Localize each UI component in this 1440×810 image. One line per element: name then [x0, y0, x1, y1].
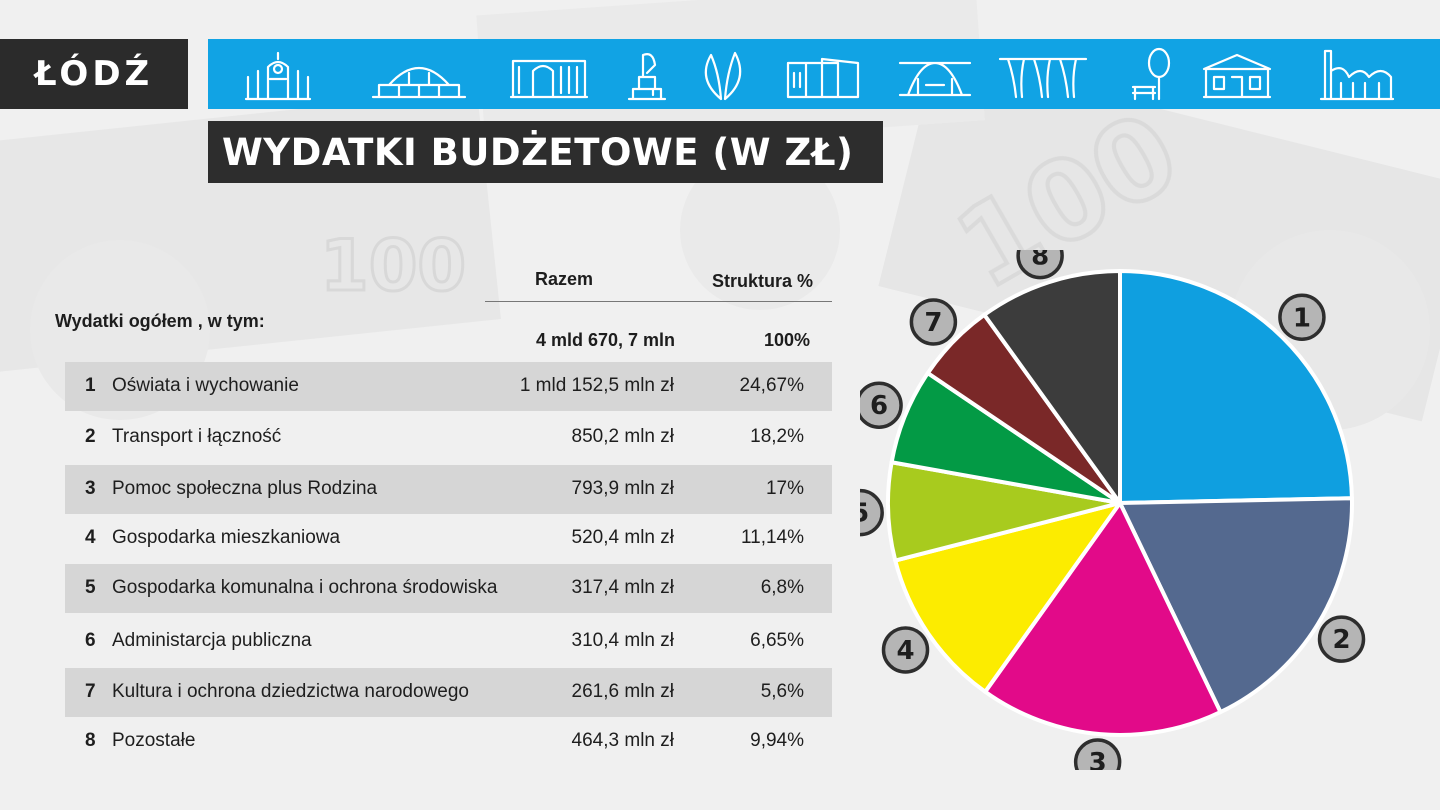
table-row: 5 Gospodarka komunalna i ochrona środowi…: [65, 564, 832, 613]
pie-label-circle: [1317, 615, 1366, 663]
title-banner: WYDATKI BUDŻETOWE (W ZŁ): [208, 121, 883, 183]
pie-label-marker-3: 3: [1073, 738, 1122, 770]
row-number: 1: [85, 375, 96, 396]
gallery-building-icon: [786, 57, 860, 99]
theater-building-icon: [1202, 53, 1272, 99]
pie-label-text: 3: [1089, 748, 1107, 770]
pie-label-text: 8: [1031, 250, 1049, 272]
row-percent: 24,67%: [739, 375, 804, 396]
pie-label-marker-2: 2: [1317, 615, 1366, 663]
pie-label-text: 6: [870, 391, 888, 421]
pie-label-circle: [860, 488, 884, 537]
market-hall-icon: [244, 51, 312, 101]
leaf-sculpture-icon: [704, 51, 742, 101]
row-number: 8: [85, 730, 96, 751]
row-amount: 464,3 mln zł: [571, 730, 674, 751]
pie-label-circle: [881, 626, 930, 674]
pie-label-circle: [909, 298, 958, 346]
lodz-logo[interactable]: ŁÓDŹ: [0, 39, 188, 109]
row-percent: 17%: [765, 478, 804, 499]
row-name: Gospodarka mieszkaniowa: [112, 527, 341, 548]
pie-label-text: 7: [924, 308, 942, 338]
pie-label-marker-8: 8: [1016, 250, 1064, 280]
row-name: Gospodarka komunalna i ochrona środowisk…: [112, 577, 498, 598]
col-header-razem: Razem: [535, 269, 594, 289]
pie-label-circle: [1016, 250, 1064, 280]
table-row: 2 Transport i łączność 850,2 mln zł 18,2…: [65, 413, 832, 462]
row-name: Oświata i wychowanie: [112, 375, 299, 396]
row-number: 7: [85, 681, 96, 702]
row-percent: 6,8%: [760, 577, 804, 598]
table-row: 3 Pomoc społeczna plus Rodzina 793,9 mln…: [65, 465, 832, 514]
row-number: 4: [85, 527, 96, 548]
pie-label-circle: [1073, 738, 1122, 770]
row-percent: 18,2%: [750, 426, 804, 447]
pie-label-marker-1: 1: [1278, 293, 1326, 342]
row-number: 3: [85, 478, 96, 499]
pie-label-marker-7: 7: [909, 298, 958, 346]
row-amount: 1 mld 152,5 mln zł: [519, 375, 674, 396]
row-percent: 5,6%: [760, 681, 804, 702]
page-title: WYDATKI BUDŻETOWE (W ZŁ): [222, 130, 854, 174]
row-amount: 793,9 mln zł: [571, 478, 674, 499]
pie-label-circle: [860, 381, 903, 429]
landmarks-header-bar: [208, 39, 1440, 109]
total-pct: 100%: [763, 330, 810, 350]
svg-text:100: 100: [320, 225, 466, 307]
arcade-icon: [998, 57, 1088, 99]
pie-label-text: 5: [860, 499, 869, 529]
pie-slice-8: [982, 269, 1122, 505]
table-row: 1 Oświata i wychowanie 1 mld 152,5 mln z…: [65, 362, 832, 411]
row-amount: 310,4 mln zł: [571, 630, 674, 651]
pie-label-text: 4: [896, 636, 914, 666]
row-percent: 9,94%: [750, 730, 804, 751]
col-header-struktura: Struktura %: [712, 271, 814, 291]
row-number: 2: [85, 426, 96, 447]
row-percent: 6,65%: [750, 630, 804, 651]
row-name: Kultura i ochrona dziedzictwa narodowego: [112, 681, 469, 702]
park-bench-icon: [1131, 47, 1171, 101]
expenses-pie-chart: 1 2 3 4 5 6 7 8: [860, 250, 1366, 770]
pie-label-text: 2: [1332, 625, 1350, 655]
monument-icon: [627, 53, 667, 101]
row-name: Administarcja publiczna: [112, 630, 312, 651]
logo-text: ŁÓDŹ: [34, 54, 154, 94]
pie-slice-4: [893, 501, 1122, 694]
row-amount: 261,6 mln zł: [571, 681, 674, 702]
pie-label-text: 1: [1293, 303, 1311, 333]
factory-gate-icon: [509, 59, 589, 99]
table-row: 6 Administarcja publiczna 310,4 mln zł 6…: [65, 617, 832, 666]
bridge-icon: [898, 61, 972, 97]
total-label: Wydatki ogółem , w tym:: [55, 311, 265, 331]
row-percent: 11,14%: [740, 527, 804, 548]
table-row: 7 Kultura i ochrona dziedzictwa narodowe…: [65, 668, 832, 717]
row-number: 5: [85, 577, 96, 598]
pie-label-marker-4: 4: [881, 626, 930, 674]
row-amount: 317,4 mln zł: [571, 577, 674, 598]
pie-label-marker-6: 6: [860, 381, 903, 429]
row-name: Transport i łączność: [112, 426, 282, 447]
pie-slice-2: [1118, 496, 1354, 715]
total-amount: 4 mld 670, 7 mln: [535, 330, 675, 350]
row-name: Pomoc społeczna plus Rodzina: [112, 478, 378, 499]
table-row: 4 Gospodarka mieszkaniowa 520,4 mln zł 1…: [65, 514, 832, 563]
row-amount: 520,4 mln zł: [571, 527, 674, 548]
pie-label-marker-5: 5: [860, 488, 884, 537]
row-number: 6: [85, 630, 96, 651]
chimney-factory-icon: [1319, 49, 1395, 101]
header-divider: [485, 301, 832, 302]
pie-label-circle: [1278, 293, 1326, 342]
pie-slice-3: [983, 501, 1223, 737]
pie-slice-1: [1118, 269, 1354, 505]
railway-station-icon: [371, 67, 467, 99]
table-row: 8 Pozostałe 464,3 mln zł 9,94%: [65, 717, 832, 766]
row-amount: 850,2 mln zł: [571, 426, 674, 447]
row-name: Pozostałe: [112, 730, 196, 751]
